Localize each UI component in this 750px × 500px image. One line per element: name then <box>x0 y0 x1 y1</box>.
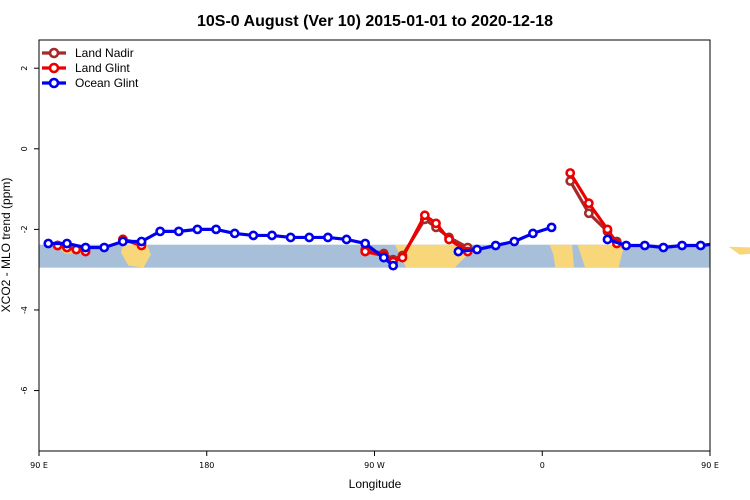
ocean-glint-point <box>136 236 147 247</box>
ocean-glint-point <box>99 242 110 253</box>
ocean-glint-point <box>155 226 166 237</box>
ocean-glint-point <box>248 230 259 241</box>
y-tick-label: 0 <box>20 146 29 151</box>
legend-land-nadir-label: Land Nadir <box>75 46 134 60</box>
ocean-glint-point <box>472 244 482 255</box>
land-shape <box>395 244 472 268</box>
ocean-glint-point <box>546 222 557 233</box>
y-tick-label: -2 <box>20 225 29 233</box>
ocean-glint-point <box>602 234 613 245</box>
land-shape <box>728 246 750 255</box>
x-tick-label: 0 <box>540 461 545 470</box>
land-glint-point <box>602 224 613 235</box>
ocean-glint-point <box>341 234 352 245</box>
land-glint-point <box>360 246 371 257</box>
land-glint-point <box>583 198 594 209</box>
ocean-glint-point <box>117 236 128 247</box>
y-tick-label: -6 <box>20 387 29 395</box>
x-axis-label: Longitude <box>349 477 402 491</box>
land-glint-point <box>431 218 441 229</box>
ocean-glint-point <box>528 228 538 239</box>
series-group <box>43 168 710 271</box>
ocean-glint-point <box>360 238 371 249</box>
ocean-glint-point <box>211 224 221 235</box>
land-glint-point <box>397 252 408 263</box>
ocean-glint-point <box>453 246 464 257</box>
ocean-glint-point <box>285 232 296 243</box>
land-glint-line <box>568 172 619 245</box>
ocean-glint-point <box>304 232 315 243</box>
ocean-glint-line <box>606 237 710 250</box>
y-axis-label: XCO2 - MLO trend (ppm) <box>0 178 13 313</box>
y-tick-label: -4 <box>20 306 29 314</box>
ocean-band <box>39 244 710 268</box>
plot-frame <box>38 39 711 452</box>
land-shape <box>577 244 625 268</box>
ocean-glint-point <box>490 240 501 251</box>
chart-title: 10S-0 August (Ver 10) 2015-01-01 to 2020… <box>197 13 553 30</box>
ocean-glint-point <box>62 238 72 249</box>
legend-land-nadir-marker <box>48 47 60 59</box>
ocean-glint-point <box>639 240 650 251</box>
plot-area <box>43 168 710 271</box>
land-shape <box>121 244 151 268</box>
land-shape <box>549 244 574 268</box>
x-tick-label: 90 E <box>701 461 719 470</box>
ocean-glint-point <box>509 236 520 247</box>
ocean-glint-point <box>621 240 632 251</box>
ocean-glint-point <box>378 252 389 263</box>
ocean-glint-point <box>695 240 706 251</box>
land-glint-point <box>565 168 576 178</box>
y-axis: 2 0 -2 -4 -6 <box>20 66 39 395</box>
x-axis: 90 E 180 90 W 0 90 E <box>30 451 719 470</box>
x-tick-label: 180 <box>199 461 214 470</box>
y-tick-label: 2 <box>20 66 29 71</box>
ocean-glint-point <box>229 228 240 239</box>
legend-ocean-glint-marker <box>48 77 60 89</box>
x-tick-label: 90 E <box>30 461 48 470</box>
land-glint-point <box>419 210 430 221</box>
ocean-glint-point <box>677 240 687 251</box>
ocean-glint-point <box>80 242 91 253</box>
ocean-glint-point <box>43 238 54 249</box>
ocean-glint-point <box>658 242 669 253</box>
land-nadir-point <box>583 208 594 219</box>
x-tick-label: 90 W <box>364 461 385 470</box>
legend-land-glint-label: Land Glint <box>75 61 130 75</box>
ocean-glint-point <box>192 224 203 235</box>
ocean-glint-point <box>173 226 184 237</box>
ocean-glint-point <box>323 232 333 243</box>
ocean-glint-point <box>267 230 277 241</box>
ocean-glint-point <box>388 260 399 271</box>
land-glint-point <box>444 234 454 245</box>
legend-ocean-glint-label: Ocean Glint <box>75 76 139 90</box>
legend-land-glint-marker <box>48 62 60 74</box>
